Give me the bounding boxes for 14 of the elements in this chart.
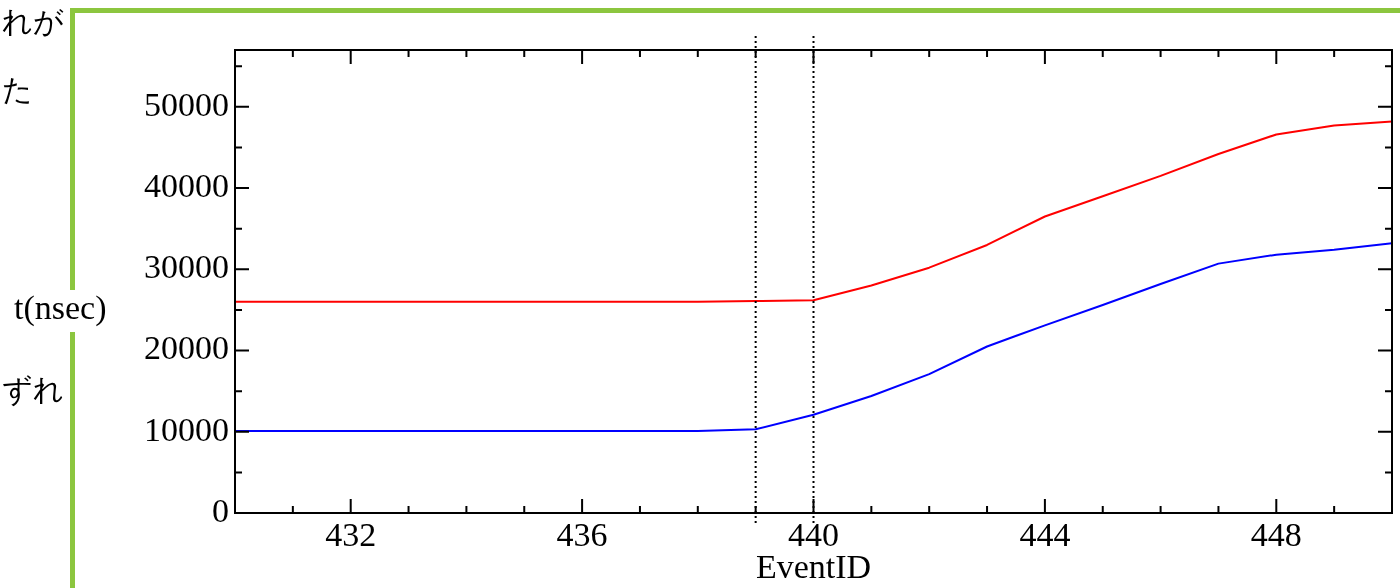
y-tick-label: 30000 <box>144 248 229 286</box>
x-tick-label: 432 <box>325 516 377 554</box>
x-tick-label: 448 <box>1250 516 1302 554</box>
text: た <box>2 71 33 109</box>
text: ずれ <box>2 371 64 409</box>
text: れが <box>2 3 64 41</box>
x-tick-label: 436 <box>556 516 608 554</box>
y-tick-label: 20000 <box>144 329 229 367</box>
y-tick-label: 40000 <box>144 167 229 205</box>
y-tick-label: 50000 <box>144 85 229 123</box>
y-tick-label: 10000 <box>144 410 229 448</box>
x-tick-label: 444 <box>1019 516 1071 554</box>
y-tick-label: 0 <box>212 491 229 529</box>
y-axis-title: t(nsec) <box>14 288 107 327</box>
